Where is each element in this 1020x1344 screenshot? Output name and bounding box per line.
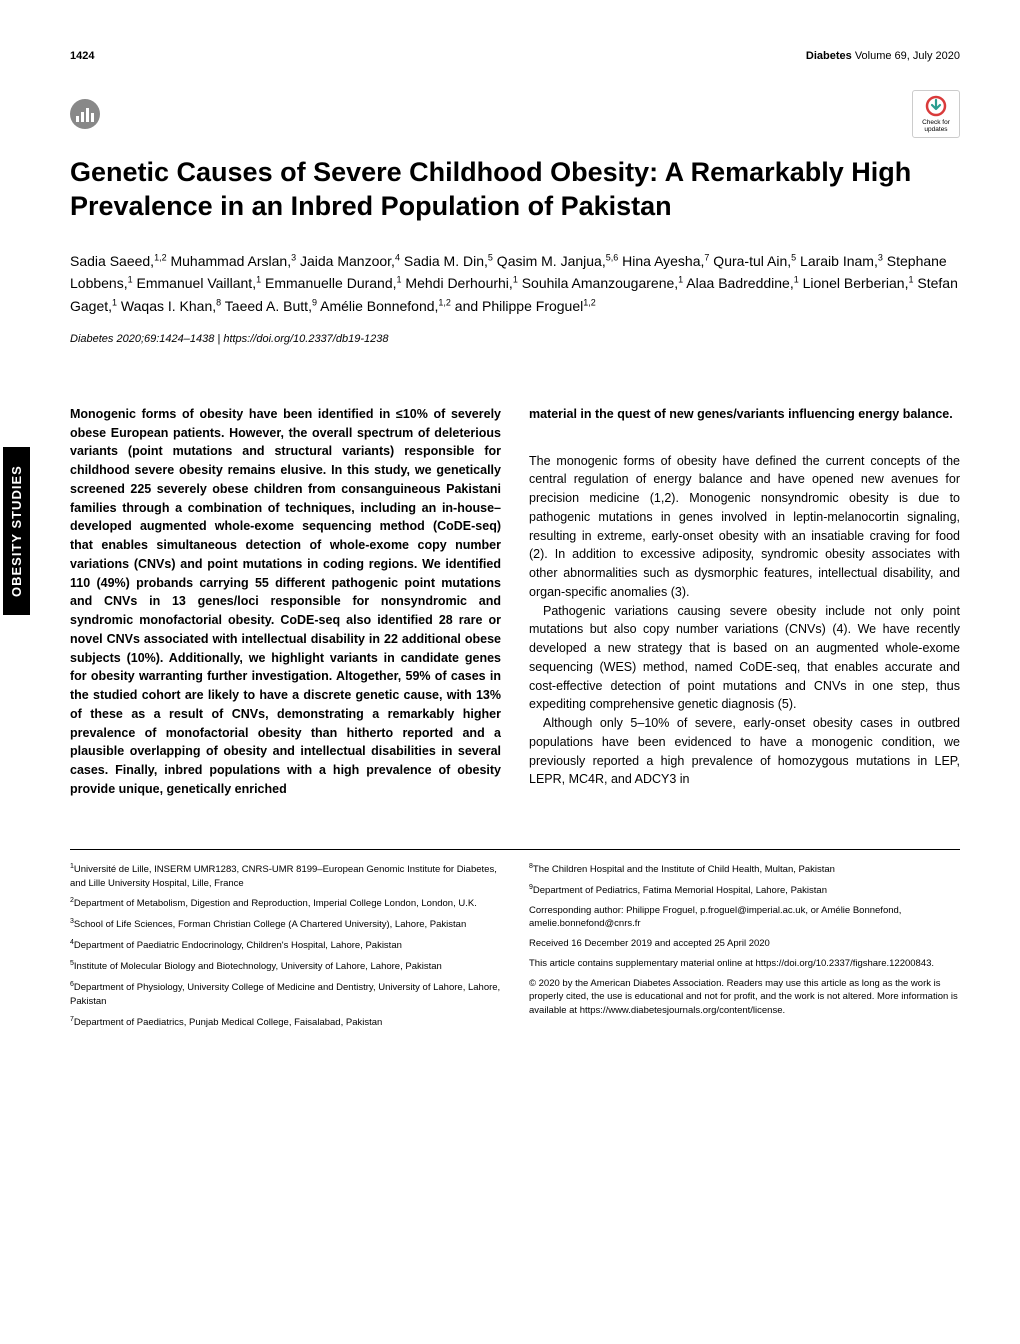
abstract-left: Monogenic forms of obesity have been ide… (70, 405, 501, 799)
page-content: 1424 Diabetes Volume 69, July 2020 Check… (30, 0, 1020, 1076)
citation-line: Diabetes 2020;69:1424–1438 | https://doi… (70, 333, 960, 345)
journal-info: Diabetes Volume 69, July 2020 (806, 50, 960, 62)
affiliation-item: 7Department of Paediatrics, Punjab Medic… (70, 1015, 501, 1030)
chart-icon (70, 99, 100, 129)
affiliations-left: 1Université de Lille, INSERM UMR1283, CN… (70, 862, 501, 1036)
body-columns: Monogenic forms of obesity have been ide… (70, 405, 960, 799)
page-number: 1424 (70, 50, 94, 62)
author-list: Sadia Saeed,1,2 Muhammad Arslan,3 Jaida … (70, 250, 960, 317)
icon-row: Check for updates (70, 90, 960, 138)
running-header: 1424 Diabetes Volume 69, July 2020 (70, 50, 960, 62)
journal-name: Diabetes (806, 50, 852, 62)
volume-issue: Volume 69, July 2020 (855, 50, 960, 62)
section-label: OBESITY STUDIES (3, 447, 30, 615)
citation-text: Diabetes 2020;69:1424–1438 | (70, 333, 223, 345)
body-paragraph-1: The monogenic forms of obesity have defi… (529, 452, 960, 602)
affiliation-item: This article contains supplementary mate… (529, 957, 960, 971)
article-title: Genetic Causes of Severe Childhood Obesi… (70, 156, 960, 224)
affiliations: 1Université de Lille, INSERM UMR1283, CN… (70, 849, 960, 1036)
check-updates-badge[interactable]: Check for updates (912, 90, 960, 138)
affiliation-item: 4Department of Paediatric Endocrinology,… (70, 938, 501, 953)
affiliations-right: 8The Children Hospital and the Institute… (529, 862, 960, 1036)
abstract-right: material in the quest of new genes/varia… (529, 405, 960, 424)
affiliation-item: 6Department of Physiology, University Co… (70, 980, 501, 1009)
affiliation-item: © 2020 by the American Diabetes Associat… (529, 977, 960, 1018)
body-paragraph-3: Although only 5–10% of severe, early-ons… (529, 714, 960, 789)
affiliation-item: Corresponding author: Philippe Froguel, … (529, 904, 960, 932)
check-updates-label: Check for updates (917, 119, 955, 133)
affiliation-item: 1Université de Lille, INSERM UMR1283, CN… (70, 862, 501, 891)
body-paragraph-2: Pathogenic variations causing severe obe… (529, 602, 960, 715)
affiliation-item: 3School of Life Sciences, Forman Christi… (70, 917, 501, 932)
affiliation-item: 9Department of Pediatrics, Fatima Memori… (529, 883, 960, 898)
affiliation-item: 2Department of Metabolism, Digestion and… (70, 896, 501, 911)
affiliation-item: 5Institute of Molecular Biology and Biot… (70, 959, 501, 974)
affiliation-item: 8The Children Hospital and the Institute… (529, 862, 960, 877)
affiliation-item: Received 16 December 2019 and accepted 2… (529, 937, 960, 951)
doi-link[interactable]: https://doi.org/10.2337/db19-1238 (223, 333, 388, 345)
left-column: Monogenic forms of obesity have been ide… (70, 405, 501, 799)
crossmark-icon (925, 95, 947, 117)
side-tab: OBESITY STUDIES (0, 0, 30, 1076)
right-column: material in the quest of new genes/varia… (529, 405, 960, 799)
